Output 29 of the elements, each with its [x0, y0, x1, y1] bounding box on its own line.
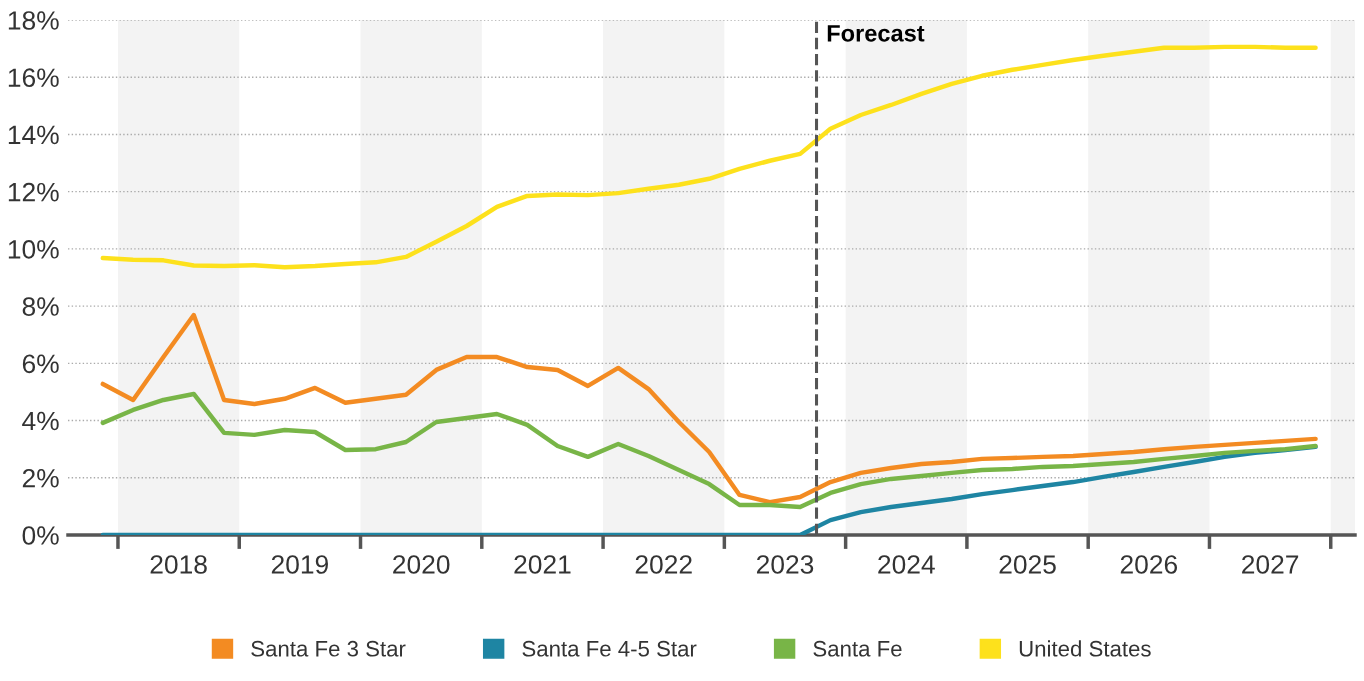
ref-line-label: Forecast	[827, 25, 925, 42]
x-tick-label: 2019	[271, 555, 328, 574]
y-tick-label: 2%	[22, 468, 59, 488]
line-series	[100, 312, 1318, 505]
legend-label: Santa Fe 4-5 Star	[522, 640, 697, 657]
y-tick-label: 16%	[8, 68, 59, 88]
y-tick-label: 8%	[22, 297, 59, 316]
legend-label: United States	[1019, 640, 1151, 657]
x-tick-label: 2026	[1120, 555, 1178, 574]
y-tick-label: 4%	[22, 411, 59, 431]
y-tick-label: 14%	[8, 125, 59, 145]
line-series	[100, 444, 1318, 535]
x-tick-label: 2022	[635, 555, 692, 574]
legend-label: Santa Fe 3 Star	[251, 640, 406, 657]
x-tick-label: 2021	[514, 555, 571, 574]
y-tick-label: 12%	[8, 182, 59, 202]
line-series	[100, 44, 1318, 270]
y-tick-label: 10%	[8, 240, 59, 259]
x-tick-label: 2020	[393, 555, 450, 574]
line-series	[100, 391, 1318, 510]
y-tick-label: 0%	[22, 526, 59, 545]
y-tick-label: 18%	[8, 11, 59, 30]
x-tick-label: 2025	[999, 555, 1056, 574]
x-tick-label: 2023	[756, 555, 814, 574]
x-tick-label: 2018	[150, 555, 207, 574]
y-tick-label: 6%	[22, 354, 59, 374]
x-tick-label: 2027	[1242, 555, 1299, 574]
legend-label: Santa Fe	[813, 640, 902, 657]
x-tick-label: 2024	[878, 555, 935, 574]
